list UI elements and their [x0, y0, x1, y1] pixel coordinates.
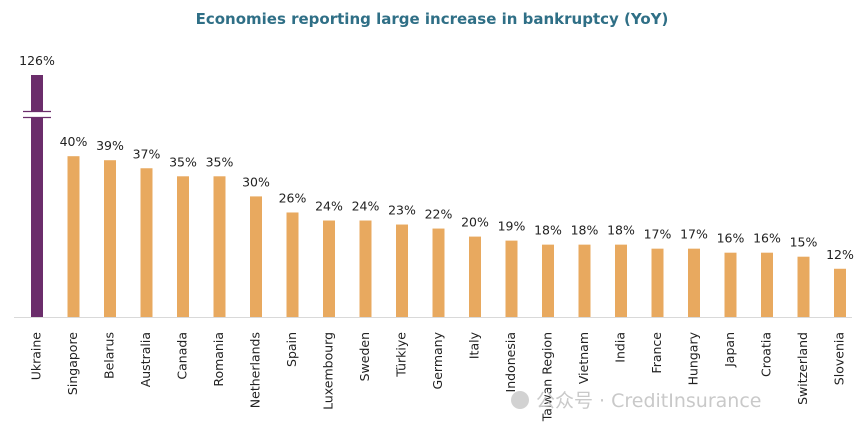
category-label-japan: Japan [722, 332, 737, 368]
category-label-ukraine: Ukraine [29, 332, 44, 381]
category-label-croatia: Croatia [759, 332, 774, 377]
bar-australia [140, 168, 153, 317]
category-labels-group: Ukraine Singapore Belarus Australia Canada Ro… [29, 331, 847, 422]
category-label-belarus: Belarus [102, 332, 117, 379]
value-label-hungary: 17% [680, 227, 708, 242]
category-label-taiwan-region: Taiwan Region [540, 332, 555, 422]
bar-ukraine [31, 75, 43, 317]
value-label-switzerland: 15% [790, 235, 818, 250]
bar-italy [469, 236, 481, 317]
value-label-vietnam: 18% [571, 223, 599, 238]
axis-break-mark [23, 110, 51, 119]
bar-romania [213, 176, 226, 317]
category-label-france: France [649, 332, 664, 374]
bar-luxembourg [323, 220, 335, 317]
value-label-india: 18% [607, 223, 635, 238]
value-label-singapore: 40% [60, 134, 88, 149]
value-label-croatia: 16% [753, 231, 781, 246]
category-label-australia: Australia [138, 332, 153, 387]
bar-hungary [688, 248, 700, 317]
bar-germany [432, 228, 445, 317]
bar-france [651, 248, 664, 317]
category-label-canada: Canada [175, 332, 190, 380]
value-label-taiwan-region: 18% [534, 223, 562, 238]
category-label-switzerland: Switzerland [795, 332, 810, 405]
bar-croatia [761, 252, 773, 317]
bar-singapore [67, 156, 80, 317]
bar-belarus [104, 160, 116, 317]
category-label-luxembourg: Luxembourg [321, 332, 336, 410]
chart-title: Economies reporting large increase in ba… [196, 10, 669, 28]
category-label-t-rkiye: Türkiye [394, 332, 409, 378]
category-label-singapore: Singapore [65, 332, 80, 395]
category-label-india: India [613, 332, 628, 363]
category-label-slovenia: Slovenia [832, 332, 847, 385]
watermark-text: 公众号 · CreditInsurance [536, 390, 761, 412]
bar-netherlands [250, 196, 262, 317]
value-label-ukraine: 126% [19, 53, 55, 68]
bar-vietnam [578, 244, 591, 317]
value-label-france: 17% [644, 227, 672, 242]
category-label-italy: Italy [467, 331, 482, 359]
value-label-japan: 16% [717, 231, 745, 246]
bar-switzerland [797, 256, 810, 317]
category-label-germany: Germany [430, 331, 445, 389]
wechat-icon [511, 391, 529, 409]
bar-slovenia [834, 268, 846, 317]
value-label-t-rkiye: 23% [388, 203, 416, 218]
bar-spain [286, 212, 299, 317]
watermark: 公众号 · CreditInsurance [511, 390, 761, 412]
bars-group [23, 75, 846, 317]
value-labels-group: 126% 40% 39% 37% 35% 35% 30% 26% 24% 24% 23% 22% 20%… [19, 53, 854, 262]
value-label-germany: 22% [425, 207, 453, 222]
bar-indonesia [505, 240, 518, 317]
value-label-netherlands: 30% [242, 174, 270, 189]
bar-taiwan-region [542, 244, 554, 317]
bar-sweden [359, 220, 372, 317]
value-label-italy: 20% [461, 215, 489, 230]
category-label-hungary: Hungary [686, 331, 701, 385]
value-label-canada: 35% [169, 154, 197, 169]
value-label-luxembourg: 24% [315, 199, 343, 214]
category-label-spain: Spain [284, 332, 299, 367]
category-label-sweden: Sweden [357, 332, 372, 381]
category-label-indonesia: Indonesia [503, 332, 518, 392]
value-label-indonesia: 19% [498, 219, 526, 234]
bar-japan [724, 252, 737, 317]
bar-india [615, 244, 627, 317]
category-label-romania: Romania [211, 332, 226, 387]
value-label-australia: 37% [133, 146, 161, 161]
value-label-romania: 35% [206, 154, 234, 169]
value-label-spain: 26% [279, 190, 307, 205]
category-label-netherlands: Netherlands [248, 332, 263, 408]
category-label-vietnam: Vietnam [576, 332, 591, 384]
bar-canada [177, 176, 189, 317]
bar-t-rkiye [396, 224, 408, 317]
value-label-belarus: 39% [96, 138, 124, 153]
value-label-slovenia: 12% [826, 247, 854, 262]
value-label-sweden: 24% [352, 199, 380, 214]
